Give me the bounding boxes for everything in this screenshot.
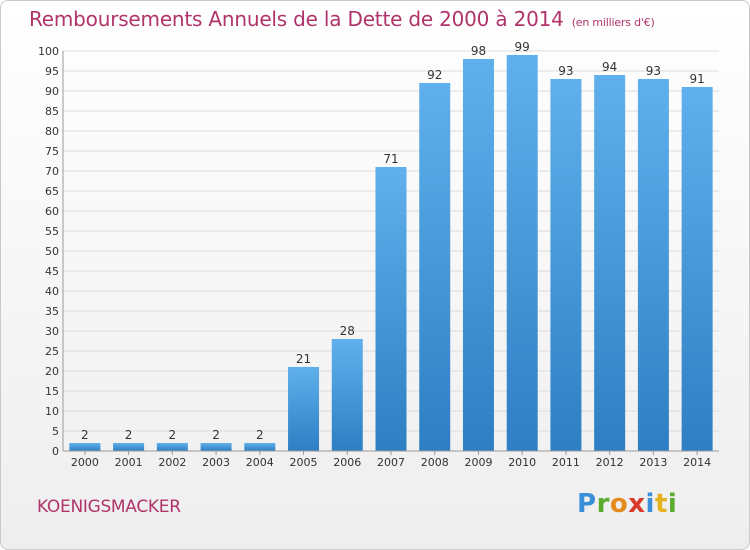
y-tick-label: 10: [45, 405, 59, 418]
bar-2010: [506, 55, 538, 451]
bar-2001: [113, 443, 145, 451]
y-tick-label: 75: [45, 145, 59, 158]
x-tick-label: 2006: [333, 456, 361, 469]
y-tick-label: 80: [45, 125, 59, 138]
x-axis-ticks: 2000 2001 2002 2003 2004 2005 2006 2007 2008 2009…: [71, 451, 711, 469]
x-tick-label: 2001: [115, 456, 143, 469]
data-label-2000: 2: [81, 428, 89, 442]
y-tick-label: 55: [45, 225, 59, 238]
proxiti-logo: Proxiti: [577, 489, 678, 519]
x-tick-label: 2010: [508, 456, 536, 469]
y-tick-label: 85: [45, 105, 59, 118]
y-tick-label: 5: [52, 425, 59, 438]
data-label-2008: 92: [427, 68, 442, 82]
x-tick-label: 2011: [552, 456, 580, 469]
bar-2013: [637, 79, 669, 451]
data-label-2013: 93: [646, 64, 661, 78]
bar-2006: [331, 339, 363, 451]
data-label-2009: 98: [471, 44, 486, 58]
x-tick-label: 2007: [377, 456, 405, 469]
y-tick-label: 50: [45, 245, 59, 258]
y-tick-label: 15: [45, 385, 59, 398]
data-label-2014: 91: [689, 72, 704, 86]
bar-2002: [156, 443, 188, 451]
y-tick-label: 70: [45, 165, 59, 178]
x-tick-label: 2004: [246, 456, 274, 469]
data-label-2012: 94: [602, 60, 617, 74]
x-tick-label: 2003: [202, 456, 230, 469]
x-tick-label: 2012: [596, 456, 624, 469]
x-tick-label: 2009: [464, 456, 492, 469]
data-label-2001: 2: [125, 428, 133, 442]
x-tick-label: 2002: [158, 456, 186, 469]
place-name: KOENIGSMACKER: [37, 497, 181, 517]
bars: 2 2 2 2 2 21 28 71 92 98 99 93 94 93 91: [69, 40, 713, 451]
x-tick-label: 2013: [639, 456, 667, 469]
y-tick-label: 35: [45, 305, 59, 318]
bar-2011: [550, 79, 582, 451]
y-tick-label: 20: [45, 365, 59, 378]
bar-2008: [419, 83, 451, 451]
bar-2012: [594, 75, 626, 451]
y-tick-label: 25: [45, 345, 59, 358]
bar-2009: [462, 59, 494, 451]
bar-2014: [681, 87, 713, 451]
data-label-2010: 99: [515, 40, 530, 54]
bar-2000: [69, 443, 101, 451]
chart-title-text: Remboursements Annuels de la Dette de 20…: [29, 7, 564, 31]
bar-2004: [244, 443, 276, 451]
x-tick-label: 2008: [421, 456, 449, 469]
y-tick-label: 60: [45, 205, 59, 218]
chart-subtitle: (en milliers d'€): [571, 16, 655, 29]
data-label-2006: 28: [340, 324, 355, 338]
y-tick-label: 45: [45, 265, 59, 278]
y-tick-label: 95: [45, 65, 59, 78]
data-label-2007: 71: [383, 152, 398, 166]
bar-2007: [375, 167, 407, 451]
data-label-2005: 21: [296, 352, 311, 366]
x-tick-label: 2005: [290, 456, 318, 469]
y-tick-label: 30: [45, 325, 59, 338]
bar-2005: [288, 367, 320, 451]
chart-title: Remboursements Annuels de la Dette de 20…: [29, 7, 655, 31]
data-label-2011: 93: [558, 64, 573, 78]
data-label-2004: 2: [256, 428, 264, 442]
y-tick-label: 100: [38, 45, 59, 58]
y-tick-label: 40: [45, 285, 59, 298]
y-axis-ticks: 0 5 10 15 20 25 30 35 40 45 50 55 60 65 70 75 80 85 90 95 10…: [38, 45, 59, 458]
data-label-2002: 2: [169, 428, 177, 442]
y-tick-label: 0: [52, 445, 59, 458]
y-tick-label: 65: [45, 185, 59, 198]
y-tick-label: 90: [45, 85, 59, 98]
data-label-2003: 2: [212, 428, 220, 442]
x-tick-label: 2014: [683, 456, 711, 469]
bar-2003: [200, 443, 232, 451]
x-tick-label: 2000: [71, 456, 99, 469]
